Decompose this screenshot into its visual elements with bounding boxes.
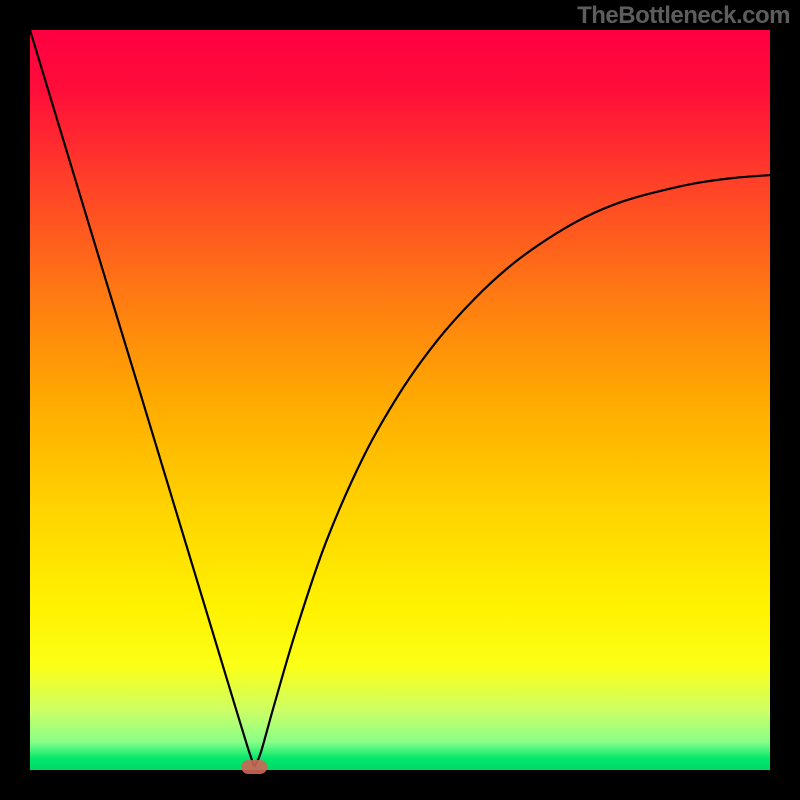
chart-container: TheBottleneck.com bbox=[0, 0, 800, 800]
plot-background bbox=[30, 30, 770, 770]
watermark-text: TheBottleneck.com bbox=[577, 2, 790, 30]
optimal-marker bbox=[241, 760, 267, 774]
bottleneck-chart bbox=[0, 0, 800, 800]
